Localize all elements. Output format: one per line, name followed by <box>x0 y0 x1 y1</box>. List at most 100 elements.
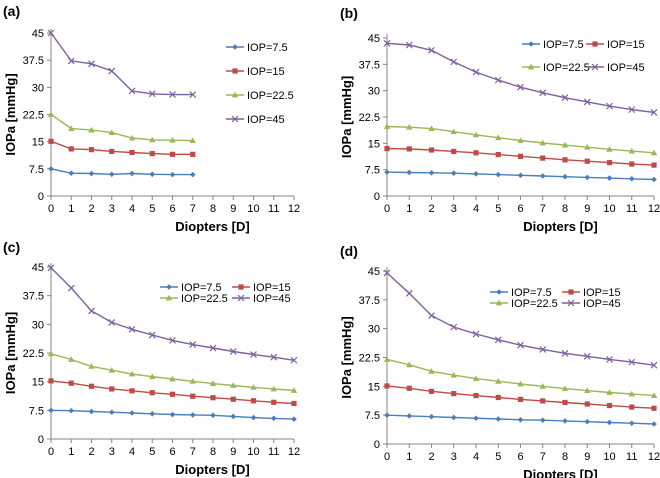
y-tick-label: 0 <box>374 439 380 451</box>
data-point <box>383 269 391 277</box>
data-point <box>606 402 613 409</box>
y-tick-label: 15 <box>368 381 380 393</box>
data-point <box>270 353 278 361</box>
data-point <box>495 171 502 178</box>
data-point <box>628 175 635 182</box>
x-axis-label: Diopters [D] <box>175 462 249 477</box>
x-tick-label: 8 <box>562 203 568 215</box>
data-point <box>539 139 546 146</box>
data-point <box>584 158 590 164</box>
data-point <box>428 312 435 320</box>
legend-marker <box>231 91 239 98</box>
x-tick-label: 0 <box>384 451 390 463</box>
data-point <box>383 39 391 47</box>
data-point <box>88 126 95 133</box>
data-point <box>651 176 657 183</box>
legend-entry: IOP=7.5 <box>522 39 584 51</box>
x-tick-label: 10 <box>247 446 259 458</box>
data-point <box>517 153 524 159</box>
data-point <box>210 412 216 419</box>
legend-marker <box>528 41 534 47</box>
data-point <box>539 173 546 179</box>
data-point <box>495 394 501 401</box>
legend-entry: IOP=15 <box>586 39 645 51</box>
legend-entry: IOP=15 <box>226 66 285 78</box>
legend-label: IOP=15 <box>607 39 645 51</box>
x-tick-label: 1 <box>68 203 74 215</box>
data-point <box>68 380 74 386</box>
data-point <box>68 356 75 362</box>
data-point <box>209 380 217 386</box>
data-point <box>384 146 390 152</box>
data-point <box>149 136 156 143</box>
x-tick-label: 2 <box>428 203 434 215</box>
x-tick-label: 3 <box>109 446 115 458</box>
y-tick-label: 0 <box>38 191 44 203</box>
y-axis-label: IOPa [mmHg] <box>3 73 18 155</box>
series-line <box>50 113 193 142</box>
data-point <box>47 111 55 117</box>
data-point <box>189 171 196 178</box>
data-point <box>405 41 413 49</box>
data-point <box>88 383 95 389</box>
data-point <box>406 361 413 368</box>
data-point <box>108 67 116 75</box>
series-IOP=7.5 <box>48 166 196 178</box>
y-tick-label: 45 <box>368 33 380 45</box>
series-IOP=7.5 <box>48 407 297 422</box>
y-tick-label: 45 <box>368 266 380 278</box>
data-point <box>584 418 591 425</box>
data-point <box>384 383 390 389</box>
y-tick-label: 7.5 <box>365 165 380 177</box>
data-point <box>606 102 613 110</box>
data-point <box>651 162 657 168</box>
data-point <box>250 414 257 421</box>
data-point <box>428 388 435 394</box>
data-point <box>606 146 613 152</box>
series-IOP=22.5 <box>47 111 196 143</box>
data-point <box>88 363 95 369</box>
data-point <box>495 134 502 141</box>
x-tick-label: 7 <box>190 203 196 215</box>
data-point <box>517 416 524 423</box>
data-point <box>169 391 176 397</box>
y-tick-label: 30 <box>368 324 380 336</box>
x-tick-label: 7 <box>540 451 546 463</box>
data-point <box>169 336 176 344</box>
panel-label: (d) <box>340 243 358 259</box>
data-point <box>428 147 435 153</box>
x-axis-label: Diopters [D] <box>523 467 597 478</box>
y-tick-label: 45 <box>32 28 44 40</box>
y-axis-label: IOPa [mmHg] <box>339 316 354 398</box>
data-point <box>473 171 479 177</box>
series-line <box>50 140 193 156</box>
data-point <box>540 398 546 404</box>
x-axis-label: Diopters [D] <box>175 219 249 234</box>
series-IOP=15 <box>384 383 657 411</box>
x-tick-label: 9 <box>230 446 236 458</box>
x-tick-label: 11 <box>268 203 279 215</box>
x-tick-label: 3 <box>451 203 457 215</box>
legend-label: IOP=7.5 <box>511 287 552 299</box>
data-point <box>561 141 569 148</box>
legend-entry: IOP=45 <box>586 62 645 74</box>
y-tick-label: 7.5 <box>29 405 44 417</box>
y-tick-label: 0 <box>374 191 380 203</box>
data-point <box>384 169 390 175</box>
panel-label: (c) <box>3 239 20 255</box>
data-point <box>450 371 457 378</box>
x-tick-label: 6 <box>517 451 523 463</box>
data-point <box>450 58 458 66</box>
data-point <box>169 137 176 143</box>
y-tick-label: 22.5 <box>359 353 380 365</box>
series-IOP=45 <box>47 264 298 364</box>
x-tick-label: 5 <box>149 446 155 458</box>
data-point <box>428 368 435 374</box>
data-point <box>109 386 115 392</box>
data-point <box>290 387 298 393</box>
data-point <box>384 412 390 418</box>
legend-entry: IOP=7.5 <box>226 42 288 54</box>
